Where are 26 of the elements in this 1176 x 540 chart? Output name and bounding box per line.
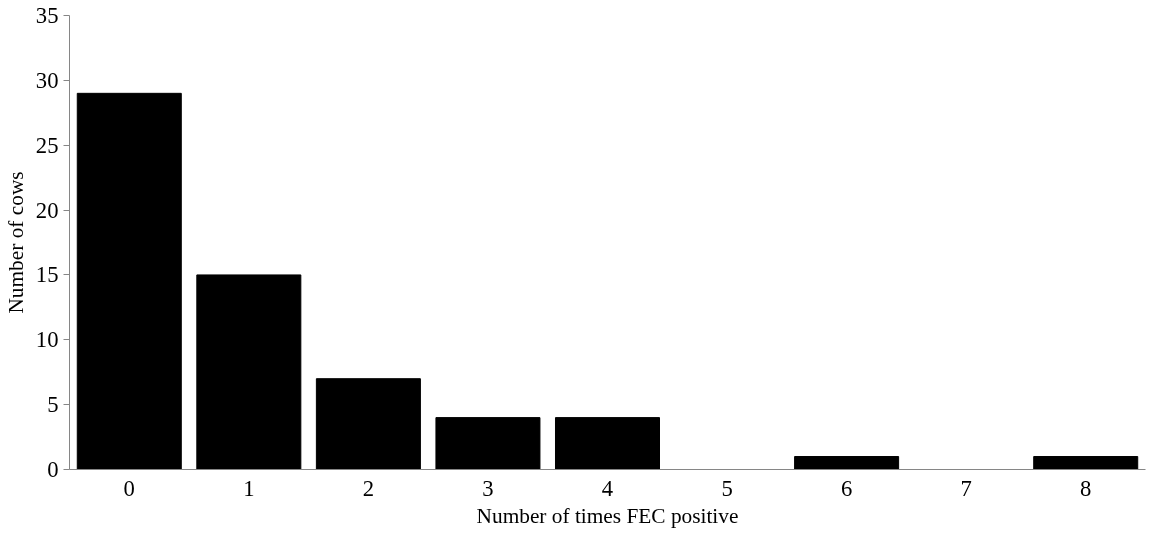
x-tick-label: 2 [362, 475, 375, 501]
y-tick-label: 0 [47, 457, 59, 482]
bar [1033, 456, 1139, 470]
y-tick-label: 30 [35, 67, 59, 93]
y-tick-label: 35 [35, 3, 59, 28]
y-tick-label: 5 [47, 392, 59, 418]
x-tick-label: 7 [960, 475, 972, 501]
x-tick-label: 3 [482, 475, 494, 501]
bar [315, 378, 421, 470]
bar [76, 92, 182, 470]
x-tick-label: 4 [601, 475, 614, 501]
bar [554, 417, 661, 470]
bar [435, 417, 541, 470]
bar [196, 274, 302, 470]
x-tick-label: 8 [1080, 475, 1092, 501]
y-tick-label: 20 [35, 197, 59, 223]
y-tick-label: 10 [35, 327, 59, 353]
x-tick-label: 5 [721, 475, 733, 501]
y-tick-label: 15 [35, 262, 59, 288]
x-axis-title: Number of times FEC positive [476, 503, 739, 528]
x-tick-label: 6 [840, 475, 853, 501]
bar [794, 456, 900, 470]
y-axis-title: Number of cows [3, 171, 28, 314]
x-tick-label: 1 [243, 475, 255, 501]
y-tick-label: 25 [35, 132, 59, 158]
x-tick-label: 0 [123, 475, 135, 501]
